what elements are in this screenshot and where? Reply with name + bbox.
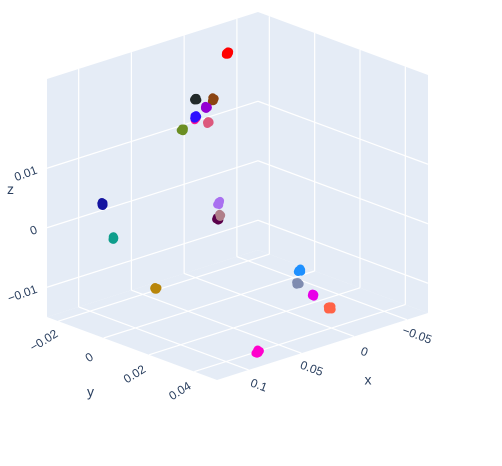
z-axis-title: z [7, 181, 14, 197]
yz-back-pane [258, 12, 428, 313]
data-points[interactable] [97, 47, 336, 358]
cluster-10[interactable] [150, 283, 162, 294]
cluster-6[interactable] [176, 124, 188, 136]
cluster-14[interactable] [213, 196, 225, 210]
z-grid-xwall [46, 160, 259, 229]
cluster-8[interactable] [97, 198, 108, 210]
cluster-13[interactable] [215, 209, 226, 221]
y-axis-title: y [87, 384, 94, 400]
x-tick-label: 0 [359, 344, 370, 360]
x-grid-floor [236, 256, 408, 321]
data-point[interactable] [98, 201, 107, 210]
y-tick-label: 0.02 [121, 362, 149, 386]
z-grid-xwall [46, 219, 259, 288]
y-grid-floor [58, 253, 270, 322]
x-grid-floor [183, 272, 355, 338]
z-tick-label: 0.01 [12, 163, 39, 184]
data-point[interactable] [222, 50, 231, 58]
y-grid-floor [148, 287, 361, 356]
z-tick-label: 0 [28, 222, 39, 238]
cluster-11[interactable] [251, 345, 264, 358]
y-tick-label: 0 [83, 349, 96, 365]
cluster-18[interactable] [323, 302, 336, 314]
data-point[interactable] [202, 103, 211, 112]
x-tick-label: 0.05 [298, 358, 325, 379]
axis-panes [47, 12, 428, 380]
cluster-16[interactable] [292, 278, 304, 289]
x-grid-floor [131, 289, 302, 354]
z-grid-ywall [257, 219, 429, 284]
cluster-5[interactable] [203, 117, 214, 128]
z-tick-label: −0.01 [6, 282, 40, 306]
z-grid-ywall [257, 100, 429, 165]
xz-back-pane [47, 12, 258, 317]
data-point[interactable] [251, 349, 260, 358]
z-grid-xwall [46, 100, 259, 169]
data-point[interactable] [208, 95, 217, 104]
z-grid-ywall [257, 160, 429, 225]
x-grid-floor [78, 306, 249, 371]
data-point[interactable] [310, 290, 319, 299]
y-grid-floor [194, 304, 406, 373]
data-point[interactable] [203, 117, 212, 126]
data-point[interactable] [192, 95, 201, 104]
cluster-2[interactable] [207, 93, 219, 106]
x-tick-label: −0.05 [401, 323, 435, 347]
x-tick-label: 0.1 [249, 376, 270, 395]
cluster-0[interactable] [221, 47, 234, 59]
data-point[interactable] [178, 124, 187, 133]
data-point[interactable] [215, 210, 224, 219]
data-point[interactable] [152, 283, 160, 292]
cluster-9[interactable] [108, 232, 119, 244]
grid-lines [46, 16, 429, 373]
cluster-15[interactable] [293, 264, 306, 277]
data-point[interactable] [296, 264, 305, 273]
data-point[interactable] [213, 200, 222, 209]
data-point[interactable] [325, 305, 334, 314]
cluster-17[interactable] [307, 289, 319, 301]
floor-pane [47, 250, 428, 380]
cluster-1[interactable] [190, 93, 202, 105]
x-axis-title: x [365, 372, 372, 388]
y-tick-label: 0.04 [166, 379, 194, 403]
data-point[interactable] [191, 113, 200, 121]
cluster-3[interactable] [200, 101, 212, 113]
data-point[interactable] [110, 234, 119, 242]
data-point[interactable] [293, 278, 302, 287]
y-tick-label: −0.02 [27, 326, 60, 354]
y-grid-floor [103, 270, 315, 339]
cluster-7[interactable] [190, 111, 202, 123]
